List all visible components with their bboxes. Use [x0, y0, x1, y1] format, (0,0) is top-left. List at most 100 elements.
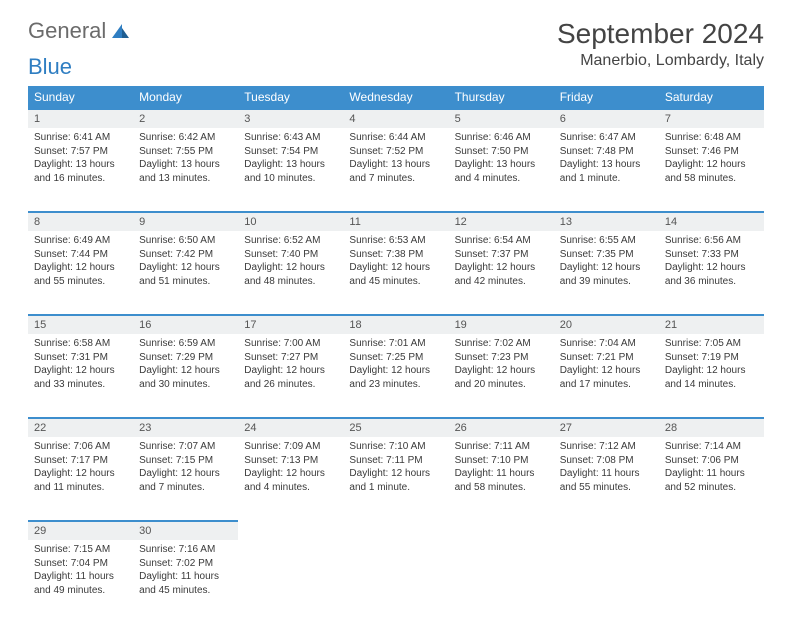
sunset-text: Sunset: 7:42 PM: [139, 248, 232, 262]
day-data-cell: Sunrise: 6:41 AMSunset: 7:57 PMDaylight:…: [28, 128, 133, 212]
sunset-text: Sunset: 7:27 PM: [244, 351, 337, 365]
day-data-cell: Sunrise: 6:55 AMSunset: 7:35 PMDaylight:…: [554, 231, 659, 315]
daylight-text-2: and 45 minutes.: [349, 275, 442, 289]
day-data-cell: Sunrise: 6:47 AMSunset: 7:48 PMDaylight:…: [554, 128, 659, 212]
sunrise-text: Sunrise: 6:50 AM: [139, 234, 232, 248]
daylight-text-2: and 10 minutes.: [244, 172, 337, 186]
sunset-text: Sunset: 7:38 PM: [349, 248, 442, 262]
location-label: Manerbio, Lombardy, Italy: [557, 52, 764, 70]
day-data-cell: Sunrise: 7:00 AMSunset: 7:27 PMDaylight:…: [238, 334, 343, 418]
daylight-text-2: and 17 minutes.: [560, 378, 653, 392]
sunrise-text: Sunrise: 6:55 AM: [560, 234, 653, 248]
daylight-text-2: and 7 minutes.: [139, 481, 232, 495]
sunset-text: Sunset: 7:25 PM: [349, 351, 442, 365]
day-data-cell: Sunrise: 6:42 AMSunset: 7:55 PMDaylight:…: [133, 128, 238, 212]
sunrise-text: Sunrise: 7:16 AM: [139, 543, 232, 557]
day-number-row: 15161718192021: [28, 315, 764, 334]
day-number-cell: [554, 521, 659, 540]
daylight-text: Daylight: 12 hours: [139, 364, 232, 378]
sunset-text: Sunset: 7:23 PM: [455, 351, 548, 365]
day-data-cell: Sunrise: 7:01 AMSunset: 7:25 PMDaylight:…: [343, 334, 448, 418]
day-data-cell: Sunrise: 7:07 AMSunset: 7:15 PMDaylight:…: [133, 437, 238, 521]
daylight-text-2: and 42 minutes.: [455, 275, 548, 289]
day-number-cell: [238, 521, 343, 540]
day-number-cell: 20: [554, 315, 659, 334]
daylight-text-2: and 58 minutes.: [665, 172, 758, 186]
month-title: September 2024: [557, 18, 764, 50]
daylight-text: Daylight: 13 hours: [455, 158, 548, 172]
weekday-header-row: Sunday Monday Tuesday Wednesday Thursday…: [28, 86, 764, 109]
sunrise-text: Sunrise: 7:05 AM: [665, 337, 758, 351]
daylight-text-2: and 45 minutes.: [139, 584, 232, 598]
daylight-text: Daylight: 11 hours: [665, 467, 758, 481]
daylight-text: Daylight: 12 hours: [455, 261, 548, 275]
day-data-cell: [449, 540, 554, 624]
sunrise-text: Sunrise: 6:41 AM: [34, 131, 127, 145]
day-data-cell: Sunrise: 6:54 AMSunset: 7:37 PMDaylight:…: [449, 231, 554, 315]
sunrise-text: Sunrise: 6:52 AM: [244, 234, 337, 248]
day-number-cell: 29: [28, 521, 133, 540]
brand-word-2: Blue: [28, 54, 72, 80]
day-number-cell: 9: [133, 212, 238, 231]
day-number-cell: 6: [554, 109, 659, 128]
day-data-cell: Sunrise: 6:56 AMSunset: 7:33 PMDaylight:…: [659, 231, 764, 315]
daylight-text-2: and 1 minute.: [349, 481, 442, 495]
daylight-text: Daylight: 12 hours: [665, 158, 758, 172]
day-data-row: Sunrise: 6:49 AMSunset: 7:44 PMDaylight:…: [28, 231, 764, 315]
daylight-text-2: and 13 minutes.: [139, 172, 232, 186]
sunrise-text: Sunrise: 6:43 AM: [244, 131, 337, 145]
day-number-cell: 26: [449, 418, 554, 437]
sunset-text: Sunset: 7:55 PM: [139, 145, 232, 159]
day-data-cell: Sunrise: 6:58 AMSunset: 7:31 PMDaylight:…: [28, 334, 133, 418]
day-data-row: Sunrise: 6:41 AMSunset: 7:57 PMDaylight:…: [28, 128, 764, 212]
daylight-text: Daylight: 11 hours: [139, 570, 232, 584]
day-data-cell: [238, 540, 343, 624]
sunset-text: Sunset: 7:04 PM: [34, 557, 127, 571]
sunset-text: Sunset: 7:37 PM: [455, 248, 548, 262]
daylight-text: Daylight: 13 hours: [34, 158, 127, 172]
daylight-text: Daylight: 12 hours: [349, 261, 442, 275]
weekday-header: Friday: [554, 86, 659, 109]
day-number-cell: [659, 521, 764, 540]
daylight-text-2: and 51 minutes.: [139, 275, 232, 289]
day-number-cell: 8: [28, 212, 133, 231]
daylight-text-2: and 23 minutes.: [349, 378, 442, 392]
daylight-text: Daylight: 12 hours: [244, 467, 337, 481]
day-number-cell: 4: [343, 109, 448, 128]
day-number-cell: 19: [449, 315, 554, 334]
daylight-text-2: and 48 minutes.: [244, 275, 337, 289]
daylight-text: Daylight: 12 hours: [455, 364, 548, 378]
sunset-text: Sunset: 7:33 PM: [665, 248, 758, 262]
weekday-header: Sunday: [28, 86, 133, 109]
day-data-row: Sunrise: 6:58 AMSunset: 7:31 PMDaylight:…: [28, 334, 764, 418]
daylight-text: Daylight: 12 hours: [34, 261, 127, 275]
daylight-text: Daylight: 12 hours: [34, 467, 127, 481]
day-data-cell: Sunrise: 7:15 AMSunset: 7:04 PMDaylight:…: [28, 540, 133, 624]
daylight-text-2: and 55 minutes.: [34, 275, 127, 289]
daylight-text: Daylight: 12 hours: [665, 261, 758, 275]
day-data-cell: Sunrise: 7:06 AMSunset: 7:17 PMDaylight:…: [28, 437, 133, 521]
day-number-cell: [449, 521, 554, 540]
day-data-cell: Sunrise: 6:53 AMSunset: 7:38 PMDaylight:…: [343, 231, 448, 315]
day-data-cell: [554, 540, 659, 624]
sail-icon: [110, 22, 130, 40]
day-data-cell: Sunrise: 7:12 AMSunset: 7:08 PMDaylight:…: [554, 437, 659, 521]
weekday-header: Thursday: [449, 86, 554, 109]
sunset-text: Sunset: 7:02 PM: [139, 557, 232, 571]
day-number-cell: 3: [238, 109, 343, 128]
daylight-text: Daylight: 12 hours: [34, 364, 127, 378]
sunset-text: Sunset: 7:21 PM: [560, 351, 653, 365]
daylight-text-2: and 4 minutes.: [244, 481, 337, 495]
day-number-cell: 2: [133, 109, 238, 128]
weekday-header: Wednesday: [343, 86, 448, 109]
sunrise-text: Sunrise: 7:00 AM: [244, 337, 337, 351]
day-number-cell: 22: [28, 418, 133, 437]
sunrise-text: Sunrise: 7:15 AM: [34, 543, 127, 557]
sunrise-text: Sunrise: 6:42 AM: [139, 131, 232, 145]
daylight-text-2: and 14 minutes.: [665, 378, 758, 392]
day-number-cell: 16: [133, 315, 238, 334]
daylight-text-2: and 49 minutes.: [34, 584, 127, 598]
day-number-cell: [343, 521, 448, 540]
daylight-text-2: and 4 minutes.: [455, 172, 548, 186]
weekday-header: Saturday: [659, 86, 764, 109]
